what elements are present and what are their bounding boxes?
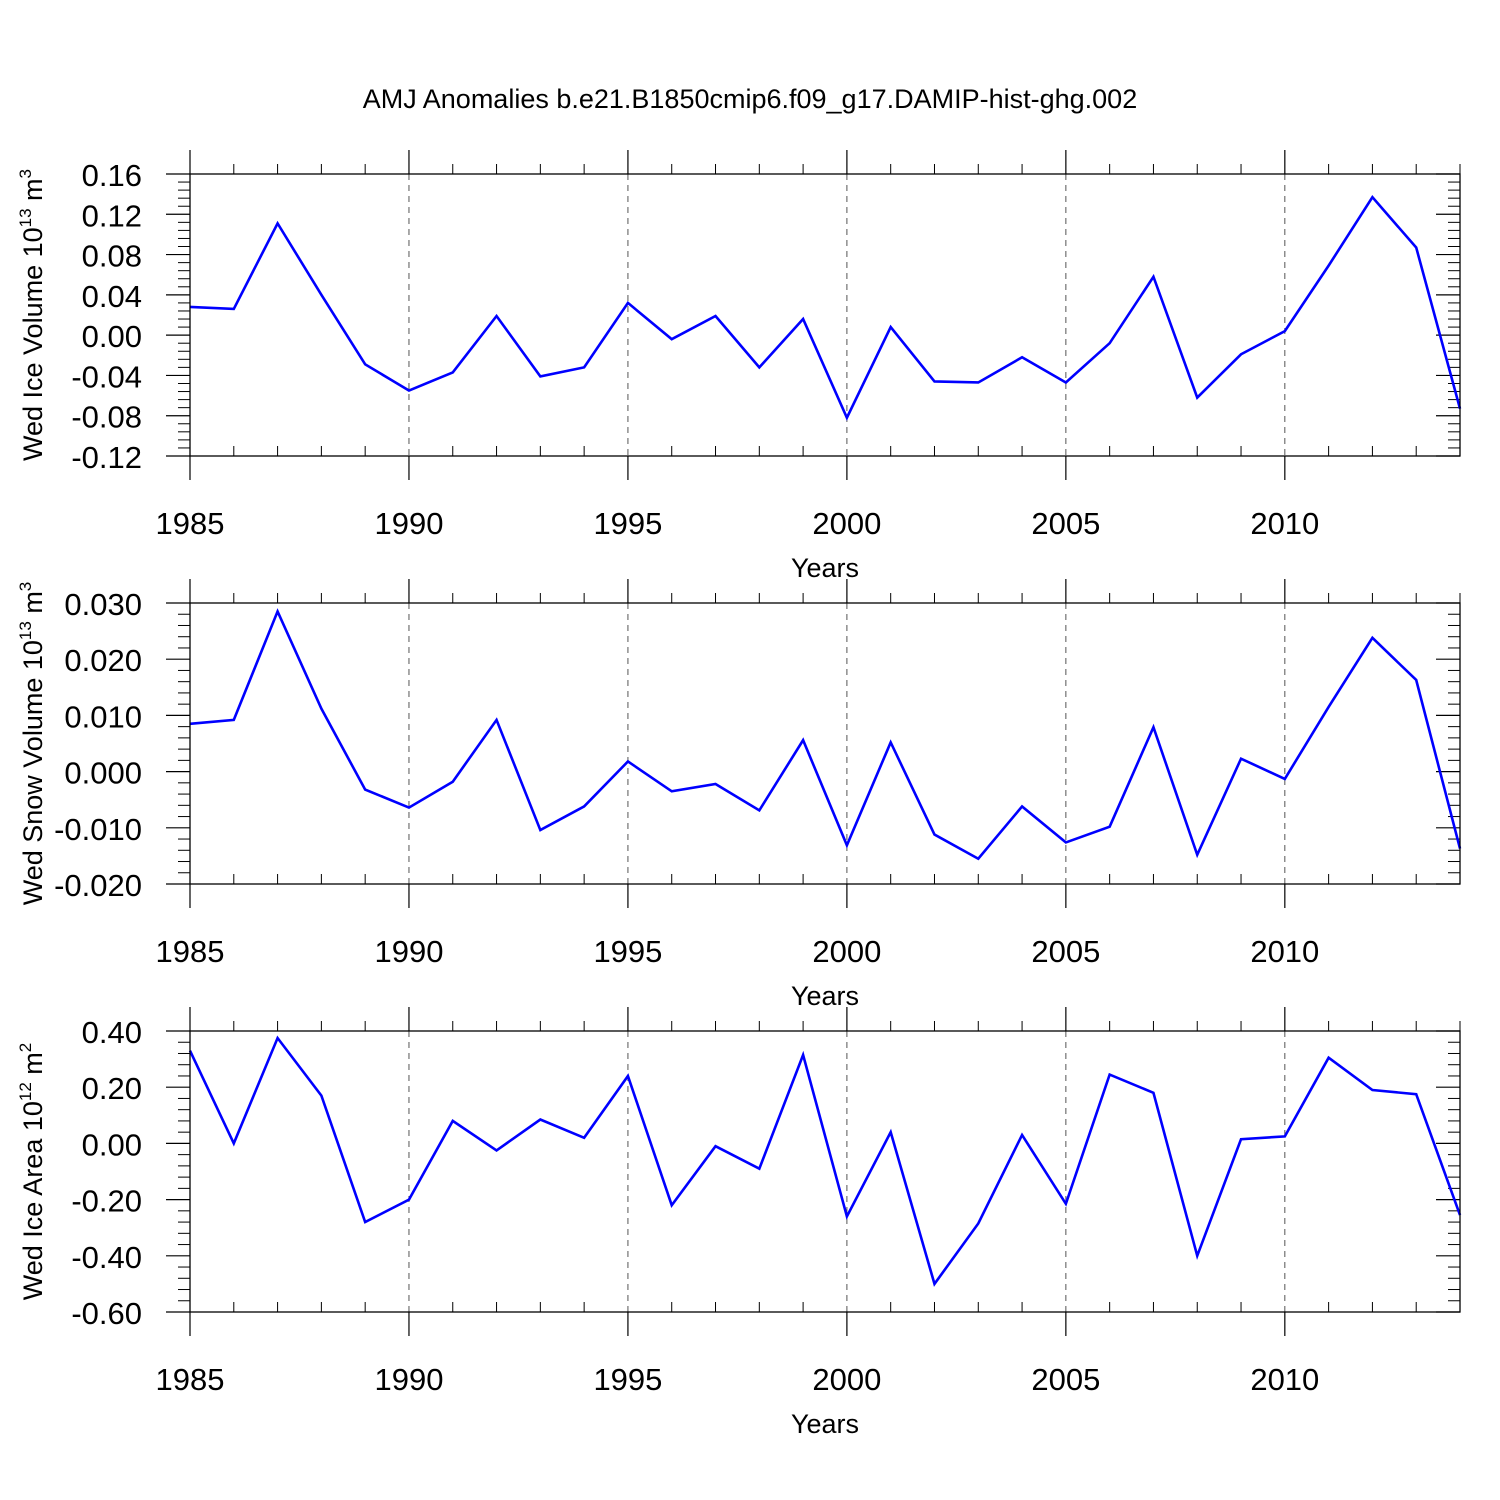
y-tick-label: -0.20 xyxy=(71,1184,142,1219)
plot-frame xyxy=(189,1030,1461,1313)
x-tick-label: 1990 xyxy=(374,1362,443,1397)
plot-frame xyxy=(189,173,1461,457)
x-tick-label: 2010 xyxy=(1250,506,1319,541)
x-axis-label: Years xyxy=(791,981,859,1011)
y-tick-label: 0.00 xyxy=(82,319,142,354)
y-tick-label: -0.010 xyxy=(54,812,142,847)
panel-ice-area: -0.60 -0.40 -0.20 0.00 0.20 0.40 1985 1990 1995 2… xyxy=(16,1007,1462,1439)
y-tick-label: 0.000 xyxy=(64,756,142,791)
y-tick-label: 0.40 xyxy=(82,1015,142,1050)
y-axis-label: Wed Ice Area 1012 m2 xyxy=(16,1043,48,1301)
y-tick-label: 0.12 xyxy=(82,198,142,233)
y-axis-label: Wed Ice Volume 1013 m3 xyxy=(16,169,48,461)
y-tick-label: -0.020 xyxy=(54,868,142,903)
panel-snow-volume: -0.020 -0.010 0.000 0.010 0.020 0.030 1985 1990… xyxy=(16,579,1462,1011)
x-tick-label: 2010 xyxy=(1250,934,1319,969)
y-tick-label: 0.030 xyxy=(64,587,142,622)
x-tick-label: 1985 xyxy=(156,1362,225,1397)
x-tick-label: 1985 xyxy=(156,506,225,541)
plot-frame xyxy=(189,602,1461,885)
y-tick-label: 0.04 xyxy=(82,279,142,314)
x-tick-label: 1990 xyxy=(374,506,443,541)
y-tick-label: 0.020 xyxy=(64,643,142,678)
x-tick-label: 2005 xyxy=(1031,1362,1100,1397)
panel-ice-volume: -0.12 -0.08 -0.04 0.00 0.04 0.08 0.12 0.16 1985 1… xyxy=(16,150,1462,583)
series-line xyxy=(188,1035,1462,1287)
x-tick-label: 2000 xyxy=(812,1362,881,1397)
y-axis-label: Wed Snow Volume 1013 m3 xyxy=(16,582,48,906)
x-tick-label: 2005 xyxy=(1031,506,1100,541)
y-tick-label: -0.60 xyxy=(71,1296,142,1331)
y-tick-label: 0.20 xyxy=(82,1071,142,1106)
x-tick-label: 1985 xyxy=(156,934,225,969)
y-tick-label: -0.40 xyxy=(71,1240,142,1275)
y-tick-label: -0.08 xyxy=(71,400,142,435)
x-axis-label: Years xyxy=(791,1409,859,1439)
y-tick-label: 0.010 xyxy=(64,699,142,734)
x-tick-label: 2000 xyxy=(812,506,881,541)
x-tick-label: 1990 xyxy=(374,934,443,969)
x-tick-label: 2005 xyxy=(1031,934,1100,969)
x-tick-label: 2010 xyxy=(1250,1362,1319,1397)
x-tick-label: 1995 xyxy=(593,1362,662,1397)
x-axis-label: Years xyxy=(791,553,859,583)
x-tick-label: 1995 xyxy=(593,934,662,969)
series-line xyxy=(189,195,1462,421)
x-tick-label: 1995 xyxy=(593,506,662,541)
y-tick-label: 0.16 xyxy=(82,158,142,193)
chart-title: AMJ Anomalies b.e21.B1850cmip6.f09_g17.D… xyxy=(362,84,1138,114)
x-tick-label: 2000 xyxy=(812,934,881,969)
y-tick-label: 0.00 xyxy=(82,1127,142,1162)
y-tick-label: -0.04 xyxy=(71,359,142,394)
series-line xyxy=(189,608,1462,861)
y-tick-label: -0.12 xyxy=(71,440,142,475)
y-tick-label: 0.08 xyxy=(82,239,142,274)
